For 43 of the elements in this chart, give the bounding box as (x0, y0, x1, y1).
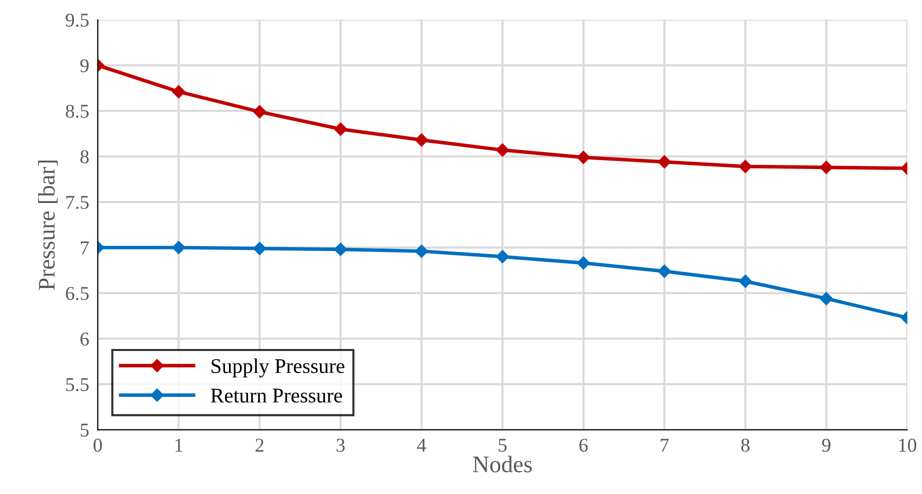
point (820, 160, 833, 174)
point (172, 240, 186, 254)
point (738, 160, 752, 174)
x-tick-label: 3 (336, 438, 345, 452)
point (576, 150, 590, 164)
point (334, 122, 348, 136)
x-tick-label: 5 (498, 438, 507, 452)
y-tick-label: 5 (80, 424, 89, 437)
point (172, 85, 186, 98)
y-tick-label: 9 (80, 59, 89, 72)
point (414, 244, 428, 258)
point (496, 143, 510, 157)
legend-label: Supply Pressure (212, 358, 344, 378)
point (738, 274, 752, 288)
y-tick-label: 7 (80, 242, 89, 254)
point (496, 250, 510, 264)
x-tick-label: 4 (417, 438, 426, 452)
x-tick-label: 1 (176, 438, 182, 452)
legend-label: Return Pressure (210, 388, 342, 403)
point (658, 155, 671, 168)
x-tick-label: 9 (822, 438, 830, 452)
point (658, 264, 671, 278)
point (334, 242, 348, 256)
x-axis-title: Nodes (473, 456, 532, 472)
point (820, 292, 833, 306)
y-axis-title: Pressure [bar] (38, 160, 58, 290)
point (253, 105, 266, 118)
y-tick-label: 9.5 (66, 14, 89, 27)
y-tick-label: 5.5 (66, 378, 89, 392)
x-tick-label: 10 (899, 438, 916, 452)
point (414, 133, 428, 147)
point (576, 256, 590, 270)
y-tick-label: 6 (80, 332, 89, 346)
x-tick-label: 8 (741, 438, 750, 452)
y-tick-label: 6.5 (66, 286, 89, 300)
point (253, 242, 266, 256)
x-tick-label: 7 (660, 438, 669, 452)
y-tick-label: 8.5 (66, 104, 89, 118)
x-tick-label: 0 (94, 438, 102, 452)
x-tick-label: 6 (579, 438, 588, 452)
y-tick-label: 8 (80, 150, 89, 164)
y-tick-label: 7.5 (66, 196, 89, 210)
x-tick-label: 2 (256, 438, 264, 452)
